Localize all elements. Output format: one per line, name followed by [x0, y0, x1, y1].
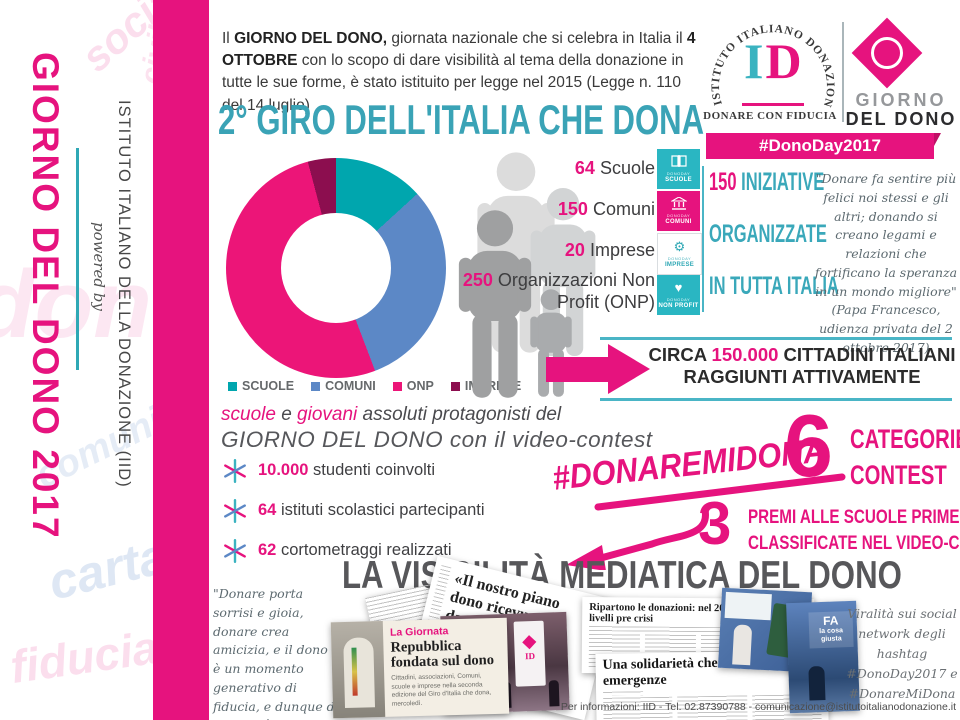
hashtag-underline-arrow-icon [566, 473, 846, 570]
legend-item: SCUOLE [228, 379, 294, 393]
legend-item: COMUNI [311, 379, 376, 393]
contest-prizes-label2: CLASSIFICATE NEL VIDEO-CONTEST [748, 532, 960, 554]
initiatives-line3: IN TUTTA ITALIA [709, 272, 839, 300]
stage-banner: ID [513, 620, 547, 687]
contest-prizes-label1: PREMI ALLE SCUOLE PRIME [748, 506, 960, 528]
watermark-word: fiducia [7, 620, 162, 694]
quote-mattarella: "Donare porta sorrisi e gioia, donare cr… [213, 586, 339, 720]
heart-icon: ♥ [674, 280, 683, 295]
iid-logo-tagline: DONARE CON FIDUCIA [703, 110, 837, 122]
asterisk-bullet-icon [224, 538, 246, 564]
bullet-istituti: 64 istituti scolastici partecipanti [258, 501, 485, 519]
contest-prizes-number: 3 [698, 490, 732, 557]
bullet-studenti: 10.000 studenti coinvolti [258, 461, 436, 479]
legend-swatch [311, 381, 321, 391]
badge-imprese: ⚙ DONODAY IMPRESE [657, 233, 702, 275]
schools-heading-line2: GIORNO DEL DONO con il video-contest [221, 427, 653, 452]
bullet-cortometraggi: 62 cortometraggi realizzati [258, 541, 452, 559]
footer-contact-info: Per informazioni: IID - Tel. 02.87390788… [560, 701, 956, 713]
giorno-del-dono-diamond-icon [851, 17, 923, 89]
iid-logo-underline [742, 103, 804, 106]
teal-rule-top [600, 337, 952, 340]
contest-categories-label1: CATEGORIE [850, 424, 960, 454]
asterisk-bullet-icon [224, 458, 246, 484]
stat-scuole: 64 Scuole [574, 158, 655, 178]
legend-swatch [450, 381, 460, 391]
legend-swatch [228, 381, 237, 391]
contest-categories-number: 6 [784, 396, 833, 495]
quote-attribution: (Papa Francesco, udienza privata del 2 o… [819, 302, 953, 355]
sidebar-pink-bar [153, 0, 209, 720]
stat-onp: 250 Organizzazioni Non Profit (ONP) [462, 270, 655, 312]
asterisk-bullet-icon [224, 498, 246, 524]
legend-item: ONP [392, 379, 434, 393]
donoday-banner: #DonoDay2017 [706, 133, 941, 159]
book-icon [657, 155, 700, 170]
organization-name: ISTITUTO ITALIANO DELLA DONAZIONE (IID) [115, 100, 133, 488]
brand-del-dono: DEL DONO [845, 109, 957, 129]
schools-heading-line1: scuole e giovani assoluti protagonisti d… [221, 404, 562, 425]
teal-divider-line [702, 166, 704, 312]
brand-giorno: GIORNO [855, 90, 947, 110]
bank-icon [657, 196, 700, 212]
pink-arrow-icon [546, 357, 608, 382]
sidebar-title: GIORNO DEL DONO 2017 [25, 52, 66, 540]
sidebar-divider-line [76, 148, 79, 370]
stat-comuni: 150 Comuni [557, 199, 655, 219]
badge-comuni: DONODAY COMUNI [657, 191, 700, 231]
page-title: 2° GIRO DELL'ITALIA CHE DONA [218, 96, 705, 143]
reach-statement: CIRCA 150.000 CITTADINI ITALIANI RAGGIUN… [648, 344, 956, 388]
logo-divider [842, 22, 844, 122]
powered-by-label: powered by [90, 222, 108, 311]
quote-papa-francesco: "Donare fa sentire più felici noi stessi… [814, 170, 958, 358]
donut-hole [281, 213, 391, 323]
gears-icon: ⚙ [673, 239, 686, 254]
initiatives-line2: ORGANIZZATE [709, 220, 827, 248]
contest-categories-label2: CONTEST [850, 460, 947, 490]
teal-rule-bottom [600, 398, 952, 401]
legend-swatch [392, 381, 402, 391]
badge-non-profit: ♥ DONODAY NON PROFIT [657, 275, 700, 315]
intro-paragraph: Il GIORNO DEL DONO, giornata nazionale c… [222, 29, 696, 114]
iid-logo-monogram: ID [744, 33, 802, 89]
social-virality-note: Viralità sui social network degli hashta… [846, 606, 958, 701]
badge-scuole: DONODAY SCUOLE [657, 149, 700, 189]
stat-imprese: 20 Imprese [564, 240, 655, 260]
initiatives-line1: 150 INIZIATIVE [709, 168, 825, 196]
pink-arrow-tip [608, 344, 650, 394]
iid-logo-arc-text: ISTITUTO ITALIANO DONAZIONE [706, 4, 835, 109]
pope-photo [330, 620, 386, 719]
donut-chart [226, 158, 446, 378]
